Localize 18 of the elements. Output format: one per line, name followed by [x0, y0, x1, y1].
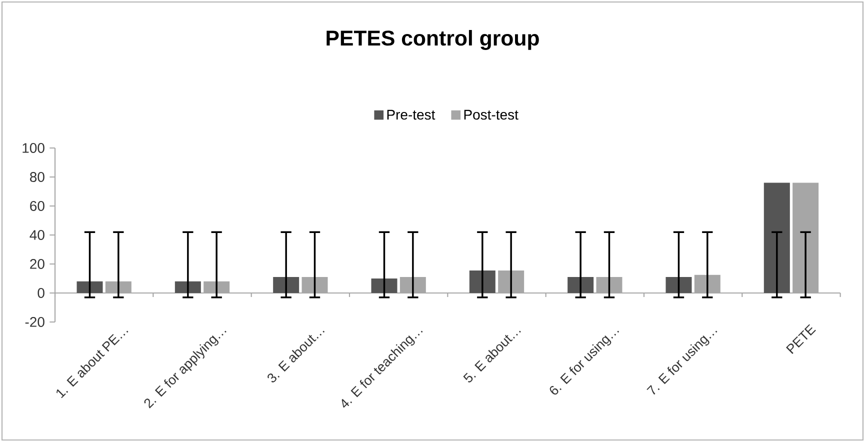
- y-tick-label: 0: [38, 288, 44, 298]
- y-tick-label: 40: [30, 230, 44, 240]
- y-tick-label: 20: [30, 259, 44, 269]
- bar: [469, 270, 496, 293]
- y-tick-label: -20: [25, 317, 44, 327]
- chart-title: PETES control group: [326, 30, 539, 50]
- legend-label: Pre-test: [387, 110, 436, 120]
- bar: [76, 281, 103, 293]
- y-tick-label: 60: [30, 201, 44, 211]
- bar: [273, 277, 300, 293]
- bar: [174, 281, 201, 293]
- legend-label: Post-test: [464, 110, 518, 120]
- bar: [666, 277, 692, 293]
- bar: [764, 182, 790, 293]
- bar: [568, 277, 594, 293]
- y-tick-label: 100: [22, 143, 44, 153]
- bar: [371, 278, 398, 293]
- y-tick-label: 80: [30, 172, 44, 182]
